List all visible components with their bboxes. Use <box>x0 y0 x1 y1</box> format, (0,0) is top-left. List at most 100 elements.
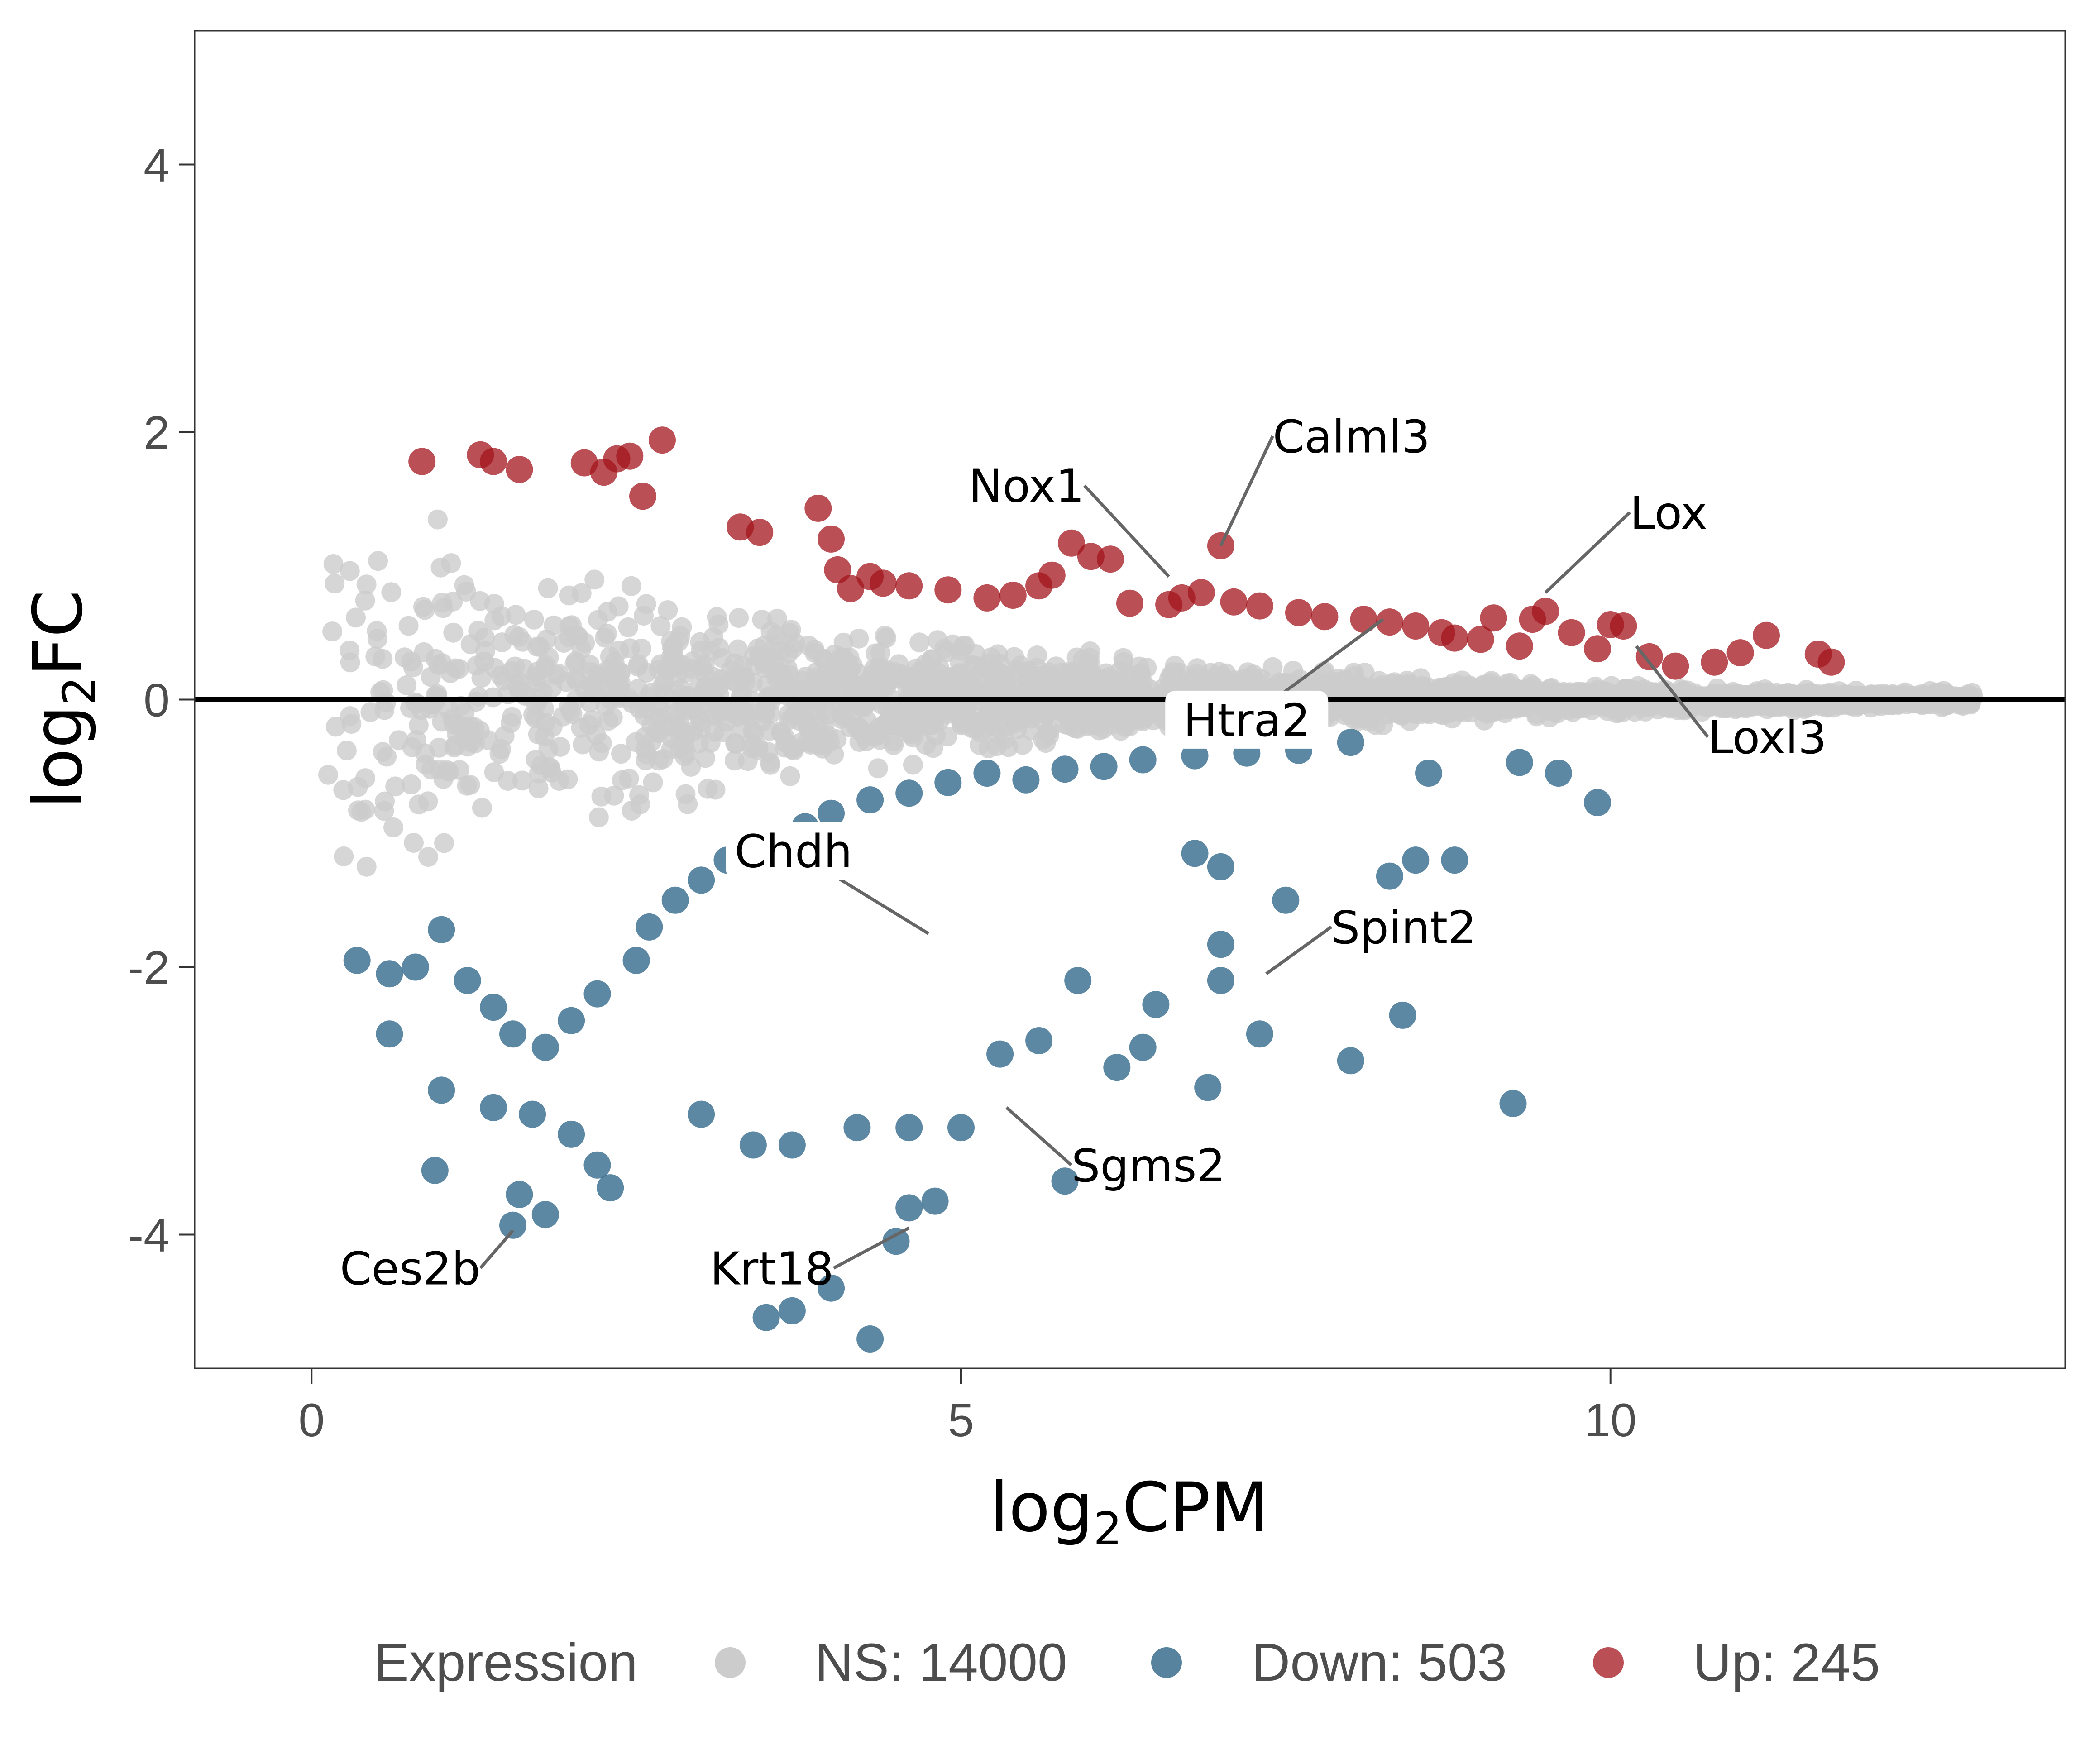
ns-point <box>1955 693 1975 714</box>
ns-point <box>990 654 1010 674</box>
ns-point <box>678 700 698 721</box>
ns-point <box>799 636 819 655</box>
ns-point <box>340 652 360 673</box>
down-point <box>1402 846 1430 874</box>
ns-point <box>728 664 748 685</box>
gene-label: Nox1 <box>969 460 1085 513</box>
down-point <box>1090 753 1118 780</box>
ns-point <box>401 774 421 794</box>
up-point <box>746 519 774 546</box>
ns-point <box>669 631 689 652</box>
up-point <box>616 442 644 470</box>
ns-point <box>472 798 492 818</box>
ns-point <box>411 700 431 720</box>
down-point <box>1207 967 1234 994</box>
ns-point <box>1072 650 1093 670</box>
down-point <box>531 1033 559 1061</box>
up-point <box>1662 652 1689 680</box>
ns-point <box>689 733 709 753</box>
ns-point <box>909 632 930 653</box>
up-point <box>1311 603 1339 631</box>
ns-point <box>373 742 393 762</box>
down-point <box>519 1100 546 1128</box>
ns-point <box>1399 674 1419 694</box>
x-axis-title: log2CPM <box>990 1468 1269 1555</box>
ns-point <box>726 734 746 754</box>
ns-point <box>923 738 943 758</box>
gene-label: Loxl3 <box>1708 711 1827 764</box>
ns-point <box>443 622 464 643</box>
ns-point <box>1113 648 1133 668</box>
down-point <box>1129 1033 1157 1061</box>
down-point <box>895 1194 923 1222</box>
up-point <box>895 572 923 600</box>
gene-annotation: Spint2 <box>1331 901 1477 954</box>
ns-point <box>427 687 447 707</box>
ns-point <box>449 659 469 679</box>
gene-annotation: Loxl3 <box>1708 711 1827 764</box>
down-point <box>1246 1020 1273 1048</box>
ns-point <box>373 649 393 669</box>
ns-point <box>381 582 402 602</box>
ns-point <box>528 778 549 798</box>
down-point <box>1207 931 1234 958</box>
up-point <box>1467 626 1494 653</box>
down-point <box>1207 853 1234 880</box>
gene-annotation: Chdh <box>726 822 861 880</box>
ns-point <box>1036 733 1056 753</box>
down-point <box>882 1228 910 1255</box>
up-point <box>1285 599 1312 626</box>
down-point <box>480 1094 507 1121</box>
ns-point <box>418 791 438 812</box>
up-point <box>506 456 533 483</box>
down-point <box>1194 1074 1222 1101</box>
ns-point <box>618 617 638 637</box>
up-point <box>1220 588 1248 616</box>
ns-point <box>743 673 763 693</box>
ns-point <box>421 667 441 687</box>
ns-point <box>620 638 640 659</box>
ns-point <box>703 667 723 687</box>
ns-point <box>355 768 375 789</box>
ns-point <box>937 727 957 747</box>
ns-point <box>660 716 680 736</box>
down-point <box>1051 755 1079 783</box>
ns-point <box>408 715 429 735</box>
ns-point <box>434 833 454 853</box>
down-point <box>1012 766 1040 794</box>
up-point <box>1701 648 1728 676</box>
ns-point <box>558 769 578 789</box>
ns-point <box>820 731 840 752</box>
ns-point <box>903 755 923 775</box>
down-point <box>1584 789 1611 816</box>
ns-point <box>459 716 480 736</box>
ns-point <box>709 638 729 658</box>
ns-point <box>870 642 891 663</box>
ns-point <box>674 746 695 766</box>
ns-point <box>966 655 986 676</box>
ns-point <box>1514 682 1534 702</box>
down-point <box>480 994 507 1021</box>
ns-point <box>506 605 526 625</box>
ns-point <box>468 621 488 641</box>
ns-point <box>1484 685 1505 706</box>
ns-point <box>978 738 999 758</box>
ns-point <box>906 658 927 679</box>
ns-point <box>512 770 532 791</box>
ns-point <box>325 574 345 594</box>
down-point <box>973 760 1001 787</box>
ns-point <box>526 708 546 728</box>
ns-point <box>588 610 608 630</box>
down-point <box>688 1100 715 1128</box>
ns-point <box>385 776 406 797</box>
ns-point <box>985 672 1005 692</box>
down-point <box>343 947 371 974</box>
down-point <box>778 1131 806 1159</box>
ns-point <box>630 794 650 814</box>
ns-point <box>760 755 780 775</box>
ns-point <box>698 779 718 799</box>
ns-point <box>421 760 441 780</box>
ns-point <box>636 663 657 683</box>
ns-point <box>550 737 570 757</box>
ns-point <box>562 615 582 636</box>
